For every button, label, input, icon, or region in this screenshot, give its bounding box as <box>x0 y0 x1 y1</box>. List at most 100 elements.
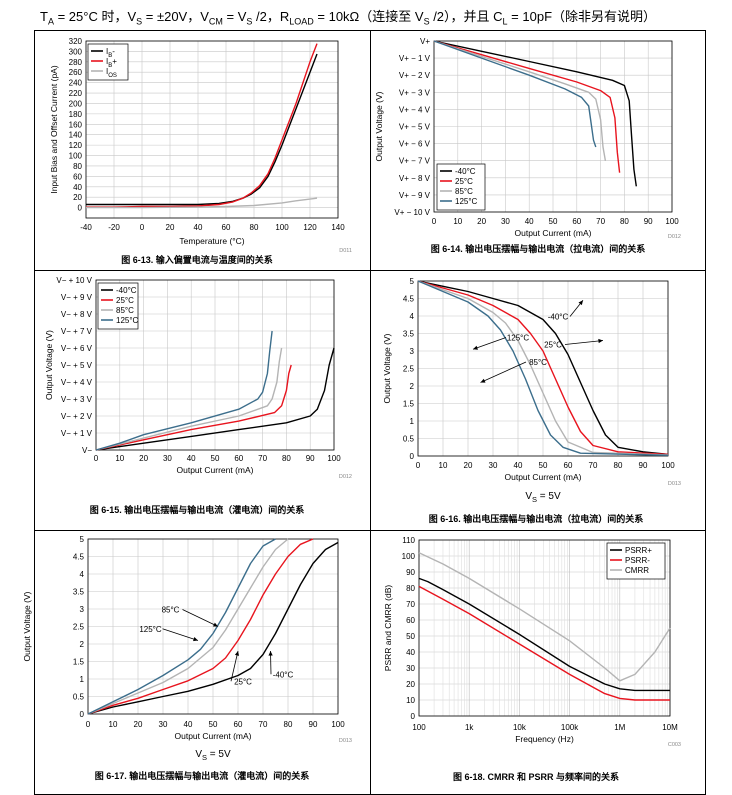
figure-subtitle: VS = 5V <box>525 491 561 504</box>
x-tick-label: -20 <box>108 223 120 232</box>
legend-box <box>87 43 129 81</box>
figure-code: D011 <box>339 248 352 254</box>
legend-label-main: I <box>106 57 108 66</box>
x-tick-label: 70 <box>596 217 605 226</box>
annotation-label: 125°C <box>139 625 162 634</box>
x-axis-label: Frequency (Hz) <box>515 734 574 744</box>
annotation-arrowhead <box>213 622 218 627</box>
y-tick-label: 160 <box>69 120 83 129</box>
x-tick-label: 70 <box>589 461 598 470</box>
y-tick-label: 3 <box>80 605 85 614</box>
annotation-arrow <box>564 340 604 345</box>
x-tick-label: 90 <box>639 461 648 470</box>
x-tick-label: 70 <box>258 454 267 463</box>
x-tick-label: 10M <box>662 723 678 732</box>
x-tick-label: 50 <box>211 454 220 463</box>
header-subscript: CM <box>208 16 223 27</box>
header-subscript: A <box>47 16 54 27</box>
y-axis-label: Output Voltage (V) <box>22 591 32 661</box>
y-tick-label: 0 <box>410 452 415 461</box>
x-tick-label: 30 <box>501 217 510 226</box>
header-subscript: S <box>246 16 253 27</box>
y-tick-label: 0.5 <box>73 693 85 702</box>
y-tick-label: 220 <box>69 89 83 98</box>
x-tick-label: 1k <box>465 723 474 732</box>
y-tick-label: 240 <box>69 79 83 88</box>
x-axis-label: Output Current (mA) <box>515 228 592 238</box>
legend-label: 25°C <box>455 177 473 186</box>
header-subscript: L <box>502 16 508 27</box>
x-tick-label: 20 <box>134 720 143 729</box>
series-line-25°C <box>417 280 669 455</box>
y-tick-label: 4.5 <box>403 295 415 304</box>
y-tick-label: V+ − 9 V <box>399 191 431 200</box>
figure-subtitle-main: V <box>525 491 532 502</box>
x-tick-label: 20 <box>477 217 486 226</box>
fig17-grid <box>87 538 339 715</box>
y-tick-label: 80 <box>406 584 415 593</box>
x-tick-label: 60 <box>564 461 573 470</box>
series-line-CMRR <box>418 552 671 682</box>
y-tick-label: 10 <box>406 696 415 705</box>
y-tick-label: 3.5 <box>403 330 415 339</box>
y-tick-label: V− + 4 V <box>61 378 93 387</box>
y-tick-label: V− + 5 V <box>61 361 93 370</box>
x-tick-label: 80 <box>620 217 629 226</box>
y-tick-label: 3 <box>410 347 415 356</box>
y-tick-label: 120 <box>69 141 83 150</box>
x-axis-label: Output Current (mA) <box>505 472 582 482</box>
y-tick-label: 3.5 <box>73 588 85 597</box>
x-tick-label: 0 <box>94 454 99 463</box>
y-tick-label: 2.5 <box>403 365 415 374</box>
y-tick-label: 0 <box>78 204 83 213</box>
header-text: = V <box>222 9 247 24</box>
annotation-label: 125°C <box>507 334 530 343</box>
fig14-chart: V+ V+ − 1 V V+ − 2 V V+ − 3 V V+ − 4 V V+ − 5… <box>374 37 681 254</box>
y-tick-label: V− + 9 V <box>61 293 93 302</box>
y-tick-label: 40 <box>406 648 415 657</box>
figure-caption: 图 6-15. 输出电压摆幅与输出电流（灌电流）间的关系 <box>90 504 305 515</box>
annotation-arrow <box>472 337 507 350</box>
y-tick-label: 320 <box>69 37 83 46</box>
y-tick-label: V− + 8 V <box>61 310 93 319</box>
x-tick-label: 90 <box>644 217 653 226</box>
y-tick-label: 20 <box>406 680 415 689</box>
y-tick-label: 2.5 <box>73 623 85 632</box>
plot-area <box>95 279 335 451</box>
series-line--40°C <box>433 40 637 187</box>
x-tick-label: 50 <box>539 461 548 470</box>
x-tick-label: -40 <box>80 223 92 232</box>
plot-area <box>433 40 673 213</box>
x-tick-label: 60 <box>572 217 581 226</box>
header-text: /2，R <box>252 9 290 24</box>
header-subscript: LOAD <box>289 16 314 27</box>
y-tick-label: 4 <box>80 570 85 579</box>
legend-label-sub: B <box>108 53 112 59</box>
annotation-arrowhead <box>480 378 486 383</box>
y-tick-label: 1.5 <box>73 658 85 667</box>
y-tick-label: 50 <box>406 632 415 641</box>
figure-subtitle-main: V <box>195 749 202 760</box>
annotation-arrow <box>230 650 239 682</box>
legend-label: -40°C <box>455 167 476 176</box>
y-tick-label: 20 <box>73 193 82 202</box>
fig17-annotations: 85°C 125°C 25°C -40°C <box>139 606 293 687</box>
header-subscript: S <box>423 16 430 27</box>
x-tick-label: 100 <box>661 461 675 470</box>
series-line-85°C <box>433 40 607 161</box>
annotation-label: -40°C <box>548 313 569 322</box>
y-axis-label: Input Bias and Offset Current (pA) <box>49 65 59 194</box>
header-text: = ±20V，V <box>142 9 209 24</box>
x-tick-label: 40 <box>187 454 196 463</box>
fig18-chart: 0 10 20 30 40 50 60 70 80 90 100 110 100 1k 10k 100k 1M 1… <box>383 536 681 782</box>
legend-label-sub: B <box>108 63 112 69</box>
fig13-legend: IB-IB+IOS <box>87 43 129 81</box>
fig13-chart: 0204060801001201401601802002202402602803… <box>49 37 352 265</box>
y-tick-label: V+ − 1 V <box>399 54 431 63</box>
y-tick-label: 4.5 <box>73 553 85 562</box>
series-line--40°C <box>87 541 339 715</box>
series-line-25°C <box>87 538 314 715</box>
legend-label-main: I <box>106 47 108 56</box>
figure-subtitle: VS = 5V <box>195 749 231 762</box>
